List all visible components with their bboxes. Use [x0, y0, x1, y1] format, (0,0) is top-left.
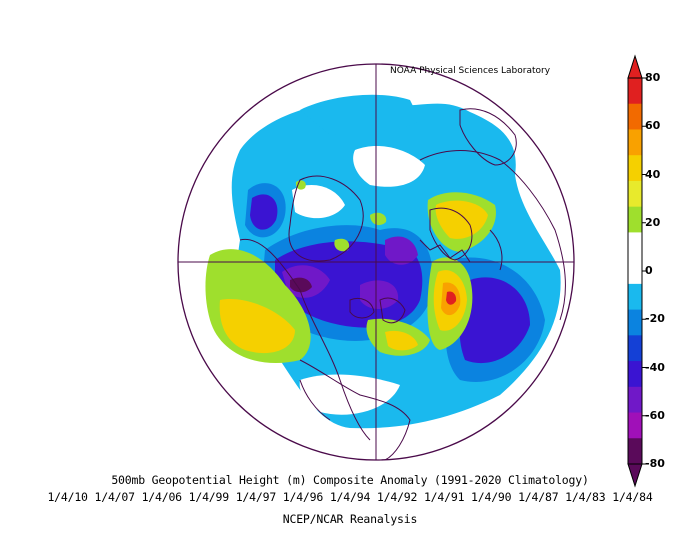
- colorbar-tick-label: -40: [645, 360, 665, 374]
- region-neutral-2: [292, 185, 345, 219]
- region-negative-60-b: [360, 280, 399, 309]
- map-boundary: [177, 63, 575, 461]
- region-positive-20-small-c: [334, 238, 350, 252]
- colorbar-segment: [628, 309, 642, 336]
- colorbar-tick-label: -20: [645, 312, 665, 326]
- colorbar-segment: [628, 438, 642, 465]
- region-positive-80-atlantic: [446, 291, 457, 305]
- region-negative-10-sub: [300, 94, 420, 135]
- colorbar-tick-label: 20: [645, 215, 661, 229]
- colorbar-tick-label: -60: [645, 408, 665, 422]
- colorbar-segment: [628, 232, 642, 259]
- colorbar-tick-label: 0: [645, 264, 653, 277]
- colorbar-arrow-top: [627, 54, 643, 79]
- map-title: 500mb Geopotential Height (m) Composite …: [111, 473, 589, 487]
- region-neutral-1: [353, 145, 425, 187]
- colorbar-segment: [628, 386, 642, 414]
- composite-dates: 1/4/10 1/4/07 1/4/06 1/4/99 1/4/97 1/4/9…: [47, 490, 653, 504]
- data-source: NCEP/NCAR Reanalysis: [282, 512, 418, 526]
- colorbar-tick-label: -80: [645, 457, 665, 470]
- colorbar-segment: [628, 206, 642, 233]
- colorbar-segment: [628, 361, 642, 388]
- region-positive-40-europe: [435, 200, 488, 239]
- region-negative-40: [250, 194, 278, 230]
- colorbar-segment: [628, 180, 642, 208]
- region-neutral-3: [299, 374, 400, 415]
- region-negative-40-c: [459, 277, 530, 364]
- colorbar: [627, 54, 646, 488]
- region-positive-40-us: [385, 330, 418, 351]
- colorbar-arrow-bottom: [627, 463, 643, 488]
- anomaly-field: [205, 94, 561, 429]
- region-negative-80: [290, 277, 312, 293]
- colorbar-segment: [628, 129, 642, 156]
- colorbar-tick-label: 80: [645, 71, 661, 84]
- credit-label: NOAA Physical Sciences Laboratory: [390, 66, 551, 76]
- colorbar-tick-label: 40: [645, 167, 661, 181]
- region-negative-60-c: [385, 236, 418, 265]
- colorbar-segment: [628, 283, 642, 311]
- colorbar-tick-label: 60: [645, 119, 661, 133]
- colorbar-segment: [628, 335, 642, 362]
- coastlines: [239, 108, 566, 460]
- colorbar-segment: [628, 412, 642, 439]
- colorbar-segment: [628, 155, 642, 182]
- colorbar-segment: [628, 78, 642, 105]
- colorbar-segment: [628, 258, 642, 285]
- region-positive-40-pacific: [219, 299, 295, 354]
- region-positive-20-small: [370, 212, 387, 226]
- colorbar-segment: [628, 103, 642, 130]
